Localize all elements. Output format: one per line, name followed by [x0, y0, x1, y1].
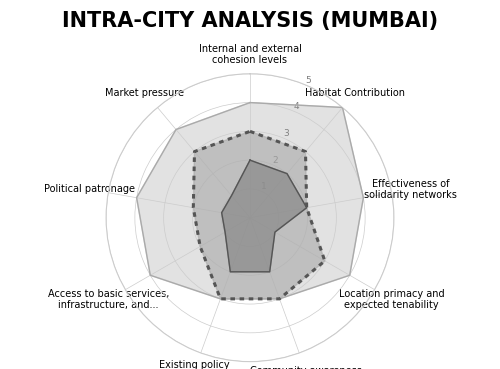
Polygon shape: [136, 103, 364, 299]
Polygon shape: [222, 160, 306, 272]
Text: INTRA-CITY ANALYSIS (MUMBAI): INTRA-CITY ANALYSIS (MUMBAI): [62, 11, 438, 31]
Polygon shape: [194, 131, 325, 299]
